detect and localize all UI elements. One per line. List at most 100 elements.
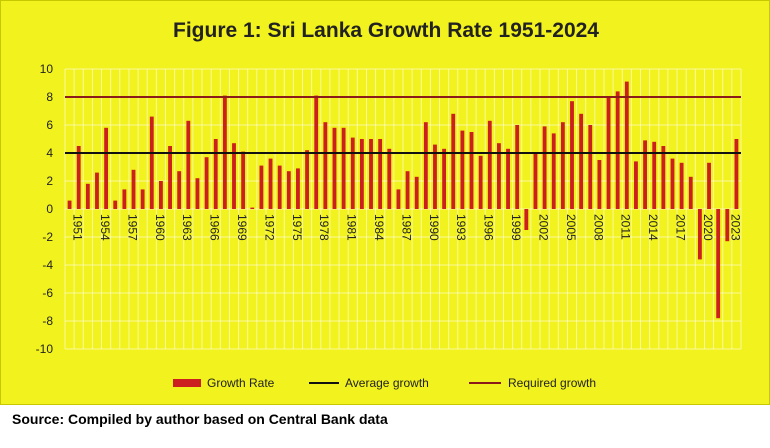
- bar-1988: [405, 171, 410, 209]
- bar-1959: [140, 189, 145, 209]
- x-tick-label: 2005: [564, 214, 578, 241]
- bar-1979: [323, 122, 328, 209]
- y-tick-label: -4: [42, 258, 53, 272]
- bar-2005: [560, 122, 565, 209]
- x-tick-label: 2023: [728, 214, 742, 241]
- bar-2021: [707, 162, 711, 209]
- bar-1958: [131, 169, 136, 209]
- x-tick-label: 1975: [290, 214, 304, 241]
- bar-1953: [85, 183, 90, 209]
- x-tick-label: 1987: [399, 214, 413, 241]
- bar-1991: [433, 144, 437, 209]
- x-tick-label: 1978: [317, 214, 331, 241]
- bar-1993: [451, 113, 456, 209]
- bar-2004: [551, 133, 556, 209]
- bar-1963: [177, 171, 182, 209]
- bar-1981: [341, 127, 346, 209]
- legend-label-average-growth: Average growth: [345, 376, 429, 390]
- bar-2011: [615, 91, 620, 209]
- bar-1995: [469, 132, 474, 209]
- x-tick-label: 2011: [619, 214, 633, 240]
- bar-2013: [634, 161, 638, 209]
- bar-1980: [332, 127, 337, 209]
- bar-1952: [76, 146, 81, 209]
- legend: Growth Rate Average growth Required grow…: [173, 376, 596, 390]
- bar-1970: [241, 151, 246, 209]
- y-tick-label: 2: [46, 174, 53, 188]
- legend-label-growth-rate: Growth Rate: [207, 376, 275, 390]
- y-tick-label: 6: [46, 118, 53, 132]
- bar-1956: [113, 200, 118, 209]
- bar-2020: [697, 209, 702, 260]
- bar-2023: [725, 209, 730, 242]
- bar-1971: [250, 207, 255, 209]
- x-tick-label: 2008: [591, 214, 605, 241]
- x-tick-label: 1999: [509, 214, 523, 241]
- bar-2016: [661, 146, 666, 209]
- y-tick-label: -8: [42, 314, 53, 328]
- bar-2012: [624, 81, 629, 209]
- chart-title: Figure 1: Sri Lanka Growth Rate 1951-202…: [173, 19, 599, 42]
- bar-2015: [652, 141, 657, 209]
- bar-1954: [95, 172, 99, 209]
- bar-1976: [296, 168, 300, 209]
- bar-2019: [688, 176, 693, 209]
- x-tick-label: 1954: [98, 214, 112, 241]
- bar-1994: [460, 130, 465, 209]
- y-tick-label: -2: [42, 230, 53, 244]
- bar-2018: [679, 162, 684, 209]
- legend-swatch-growth-rate: [173, 379, 201, 387]
- x-tick-label: 2020: [701, 214, 715, 241]
- bar-2002: [533, 153, 538, 209]
- bar-1957: [122, 189, 127, 209]
- bar-1975: [286, 171, 291, 209]
- bar-2009: [597, 160, 602, 209]
- bar-1982: [350, 137, 355, 209]
- bar-1987: [396, 189, 401, 209]
- bar-1989: [414, 176, 419, 209]
- bar-2003: [542, 126, 547, 209]
- bar-2000: [515, 125, 520, 209]
- bar-1967: [213, 139, 218, 209]
- x-tick-label: 1960: [153, 214, 167, 241]
- bar-2006: [570, 101, 574, 209]
- y-tick-label: 0: [46, 202, 53, 216]
- x-tick-label: 1966: [208, 214, 222, 241]
- y-tick-label: 4: [46, 146, 53, 160]
- y-tick-label: 8: [46, 90, 53, 104]
- bar-2001: [524, 209, 529, 230]
- bar-1965: [195, 178, 200, 209]
- bar-1951: [67, 200, 72, 209]
- bar-1985: [378, 139, 383, 209]
- bar-1998: [497, 143, 501, 209]
- bar-1990: [423, 122, 428, 209]
- grid-layer: [64, 68, 742, 350]
- bar-1999: [506, 148, 510, 209]
- y-tick-label: -6: [42, 286, 53, 300]
- bar-1984: [369, 139, 373, 209]
- bar-2008: [588, 125, 593, 209]
- bar-2007: [579, 113, 584, 209]
- bar-1996: [478, 155, 483, 209]
- y-tick-label: -10: [36, 342, 54, 356]
- chart-panel: Figure 1: Sri Lanka Growth Rate 1951-202…: [0, 0, 770, 405]
- bar-2024: [734, 139, 739, 209]
- bar-1961: [159, 181, 163, 209]
- bar-1966: [204, 157, 209, 209]
- bar-2014: [643, 140, 647, 209]
- bar-1964: [186, 120, 191, 209]
- bar-1955: [104, 127, 109, 209]
- x-tick-label: 1984: [372, 214, 386, 241]
- x-tick-label: 1981: [345, 214, 359, 241]
- bar-1969: [232, 143, 236, 209]
- y-tick-label: 10: [40, 62, 54, 76]
- line-layer: [65, 96, 741, 154]
- bar-1973: [268, 158, 273, 209]
- bar-2017: [670, 158, 675, 209]
- bar-1962: [168, 146, 172, 209]
- y-axis-ticks: 10 8 6 4 2 0 -2 -4 -6 -8 -10: [36, 62, 54, 356]
- x-tick-label: 1963: [180, 214, 194, 241]
- x-tick-label: 1957: [125, 214, 139, 241]
- bar-1974: [277, 165, 282, 209]
